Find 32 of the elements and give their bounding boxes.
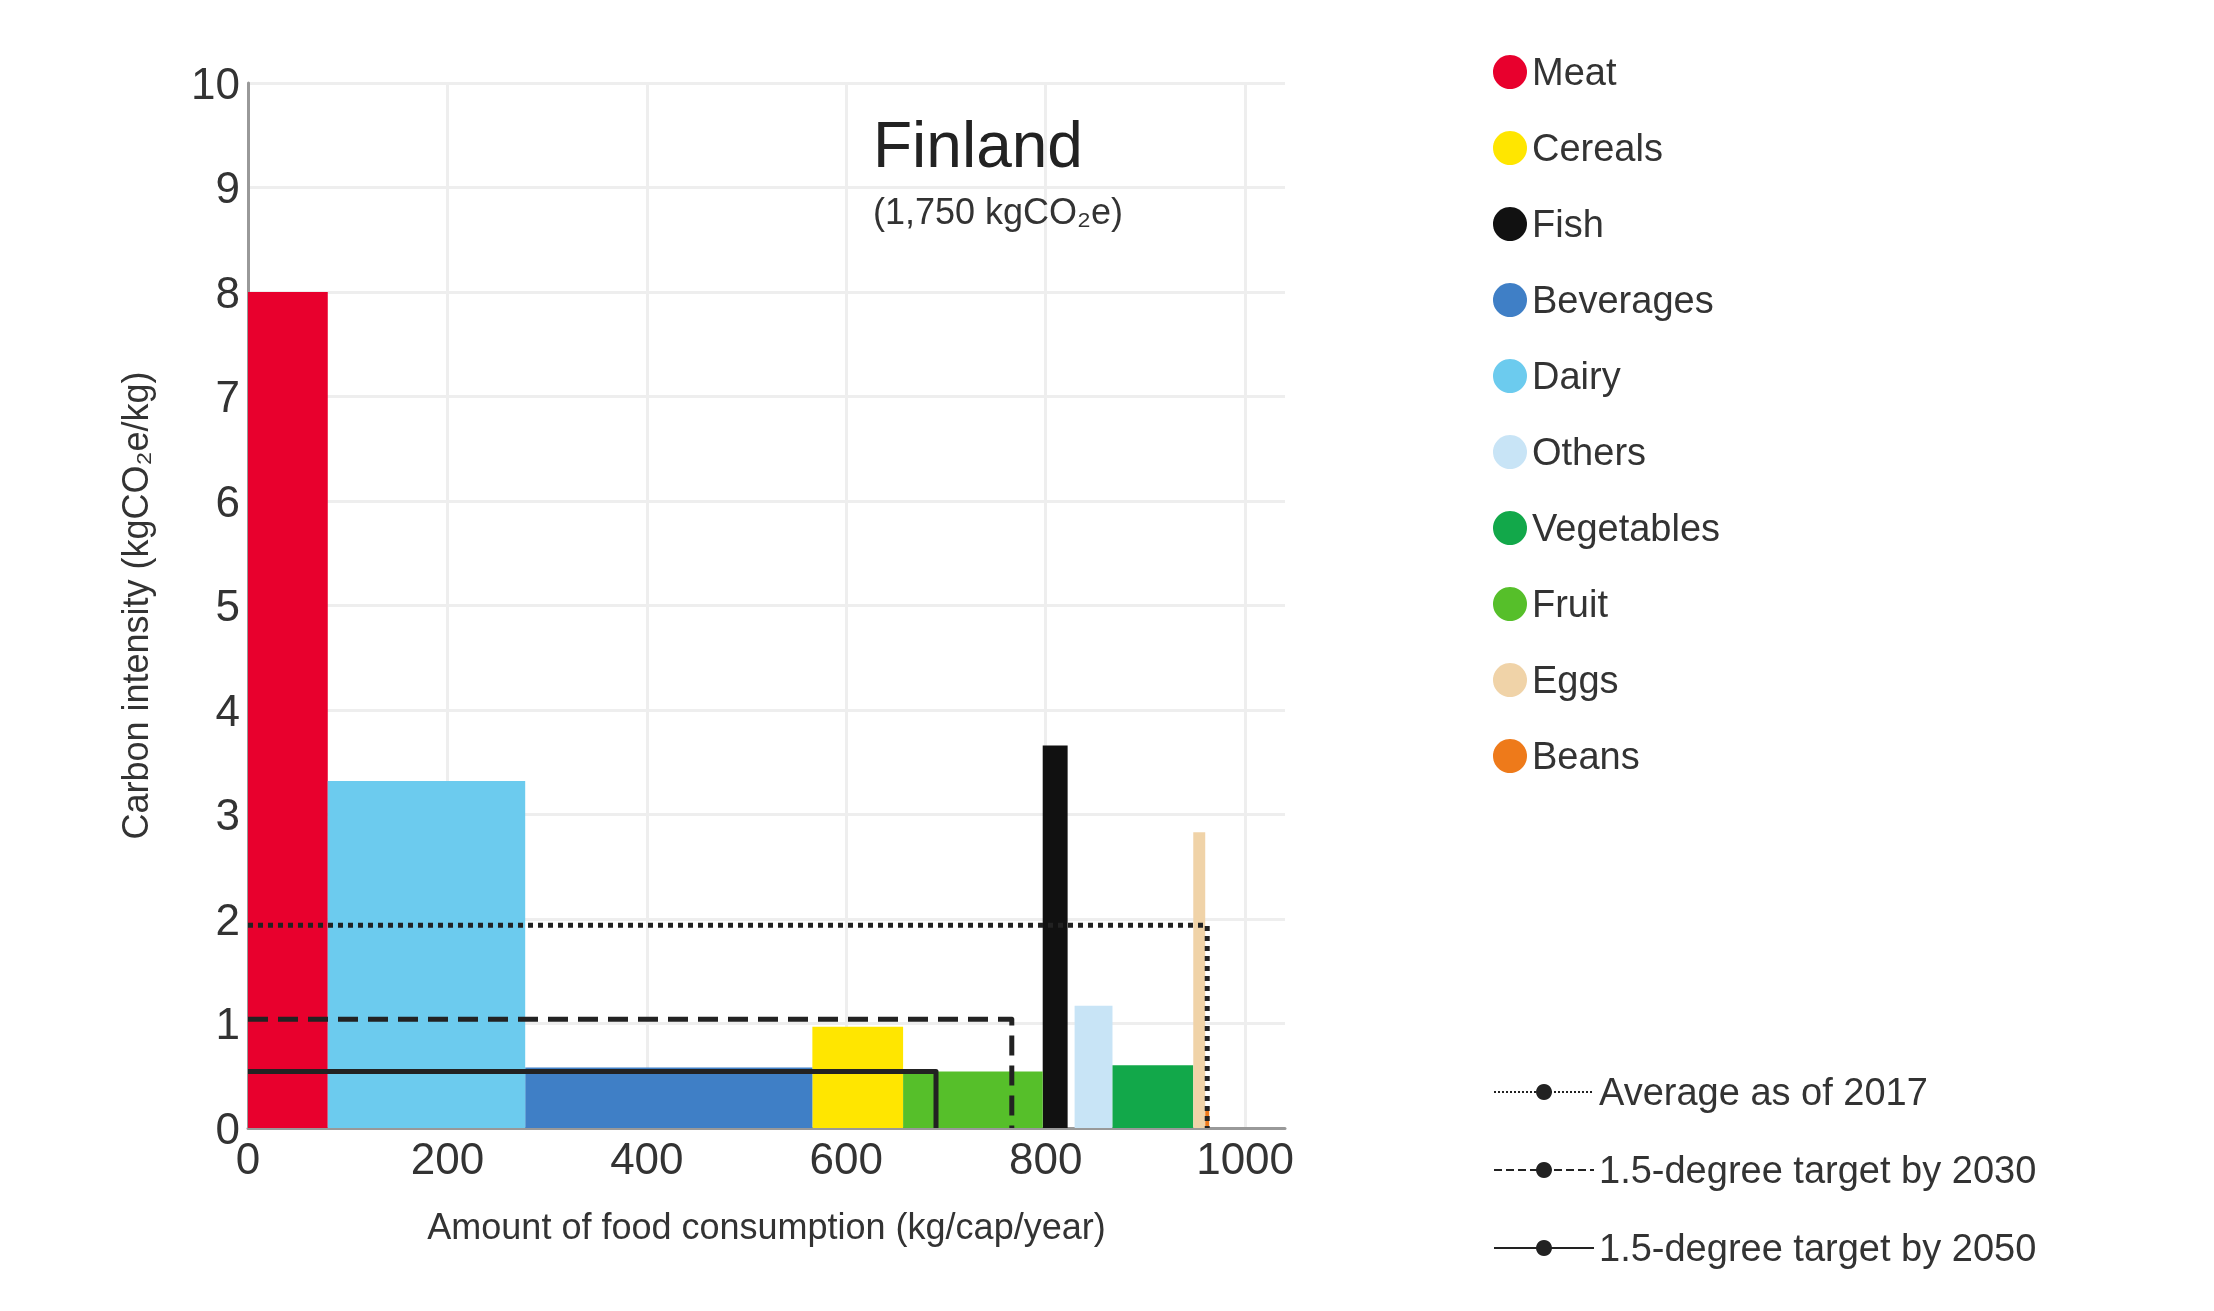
legend-label: 1.5-degree target by 2030 <box>1599 1149 2037 1191</box>
x-axis-title: Amount of food consumption (kg/cap/year) <box>427 1205 1106 1247</box>
y-tick-label: 6 <box>215 476 240 526</box>
y-tick-label: 4 <box>215 685 240 735</box>
x-tick-label: 800 <box>1008 1133 1083 1183</box>
legend-label: Fruit <box>1532 583 1609 625</box>
y-tick-label: 8 <box>215 267 240 317</box>
chart-title: Finland <box>873 109 1083 181</box>
x-tick-label: 400 <box>610 1133 684 1183</box>
legend-label: Dairy <box>1532 355 1621 397</box>
y-tick-label: 1 <box>215 999 240 1048</box>
y-axis-title: Carbon intensity (kgCO₂e/kg) <box>114 371 156 840</box>
y-tick-label: 3 <box>215 790 240 839</box>
x-tick-label: 200 <box>410 1133 485 1183</box>
legend-label: Average as of 2017 <box>1599 1071 1928 1113</box>
x-tick-label: 600 <box>809 1133 883 1183</box>
legend-label: Beans <box>1532 735 1640 777</box>
legend-label: Beverages <box>1532 279 1714 321</box>
legend-label: Vegetables <box>1532 507 1721 549</box>
legend-label: Others <box>1532 431 1647 473</box>
y-tick-label: 5 <box>215 581 240 630</box>
text: (1,750 kgCO₂e) <box>873 190 1124 232</box>
legend-label: Fish <box>1532 203 1604 245</box>
legend-label: 1.5-degree target by 2050 <box>1599 1227 2037 1269</box>
y-tick-label: 2 <box>215 894 240 944</box>
legend-label: Eggs <box>1532 659 1619 701</box>
y-tick-label: 9 <box>215 163 240 212</box>
legend-label: Meat <box>1532 51 1617 93</box>
legend-label: Cereals <box>1532 127 1663 169</box>
y-tick-label: 10 <box>191 58 240 108</box>
y-tick-label: 7 <box>215 372 240 421</box>
x-tick-label: 1000 <box>1196 1133 1295 1183</box>
